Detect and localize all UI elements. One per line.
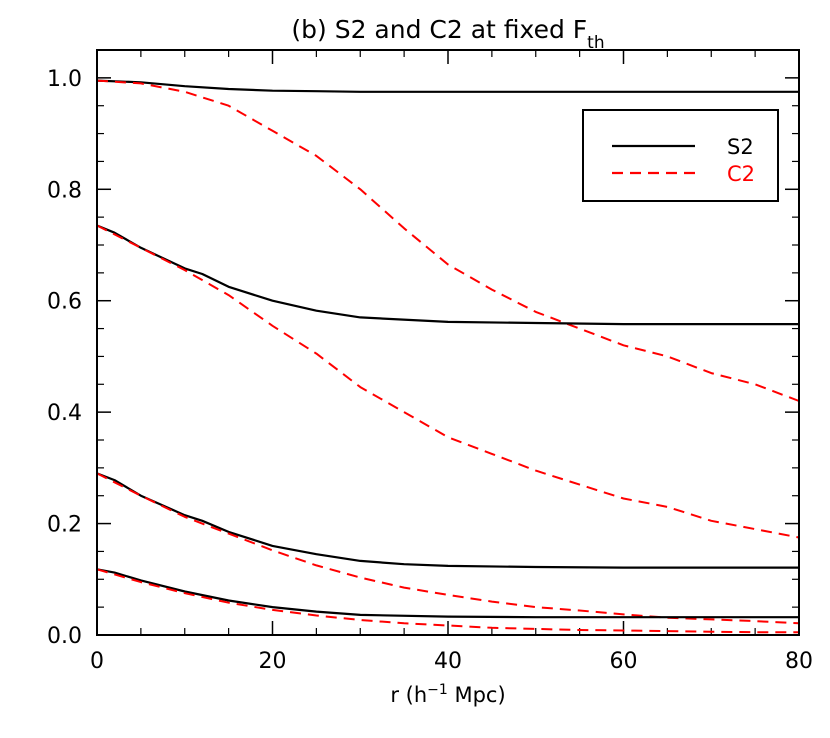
series-line-s2-6 xyxy=(96,568,799,619)
series-line-c2-5 xyxy=(96,472,800,625)
series-line-c2-3 xyxy=(96,224,800,539)
y-tick-label: 0.8 xyxy=(47,178,82,203)
y-tick-label: 1.0 xyxy=(47,67,82,92)
series-line-c2-1 xyxy=(96,79,800,402)
axis-ticks: 0 20 40 60 80 0.0 0.2 0.4 0.6 0.8 1.0 xyxy=(47,49,813,674)
legend: S2 C2 xyxy=(582,109,779,202)
x-tick-label: 20 xyxy=(259,649,287,674)
series-line-s2-2 xyxy=(96,224,799,326)
y-tick-label: 0.6 xyxy=(47,290,82,315)
series-line-s2-4 xyxy=(96,472,799,569)
x-tick-label: 0 xyxy=(90,649,104,674)
x-tick-label: 60 xyxy=(610,649,638,674)
legend-label-c2: C2 xyxy=(727,162,755,186)
series-line-s2-0 xyxy=(96,79,799,93)
y-tick-label: 0.0 xyxy=(47,624,82,649)
legend-label-s2: S2 xyxy=(727,135,754,159)
plot-series xyxy=(96,79,800,634)
x-tick-label: 80 xyxy=(785,649,813,674)
plot-frame xyxy=(96,49,800,636)
x-tick-label: 40 xyxy=(434,649,462,674)
chart-title: (b) S2 and C2 at fixed Fth xyxy=(291,15,604,53)
y-tick-label: 0.4 xyxy=(47,401,82,426)
x-axis-label: r (h−1 Mpc) xyxy=(390,682,505,707)
y-tick-label: 0.2 xyxy=(47,513,82,538)
legend-box xyxy=(582,109,779,202)
